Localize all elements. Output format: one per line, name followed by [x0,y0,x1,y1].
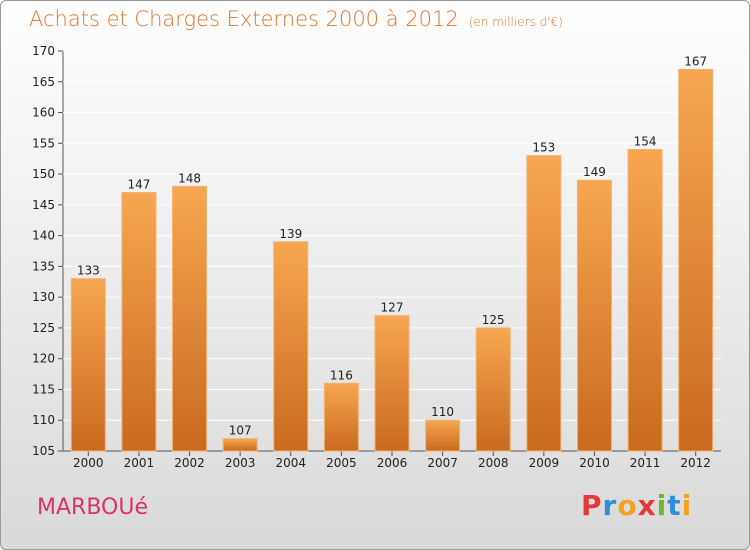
value-label-2011: 154 [634,134,657,148]
y-tick-label: 145 [32,198,55,212]
y-tick-label: 115 [32,382,55,396]
y-tick-label: 120 [32,352,55,366]
value-label-2006: 127 [381,301,404,315]
bar-2001 [121,192,157,452]
y-tick-label: 125 [32,321,55,335]
y-tick-label: 130 [32,290,55,304]
chart-title: Achats et Charges Externes 2000 à 2012 (e… [29,7,563,31]
x-tick-label-2006: 2006 [377,456,408,470]
bar-2006 [374,315,410,452]
bar-2005 [323,382,359,452]
value-label-2003: 107 [229,424,252,438]
value-label-2009: 153 [532,141,555,155]
x-tick-label-2004: 2004 [275,456,306,470]
bar-2012 [678,68,714,452]
bar-2004 [273,241,309,452]
chart-subtitle: (en milliers d'€) [468,15,563,29]
x-tick-label-2010: 2010 [579,456,610,470]
bar-2000 [70,278,106,452]
x-tick-label-2011: 2011 [630,456,661,470]
x-tick-label-2009: 2009 [529,456,560,470]
y-tick-label: 155 [32,136,55,150]
proxiti-logo[interactable]: Proxiti [581,489,693,522]
y-tick-label: 105 [32,444,55,458]
chart-title-text: Achats et Charges Externes 2000 à 2012 [29,7,459,31]
value-label-2001: 147 [127,178,150,192]
value-label-2002: 148 [178,171,201,185]
y-tick-label: 135 [32,259,55,273]
x-tick-label-2008: 2008 [478,456,509,470]
bar-2011 [627,148,663,452]
y-tick-label: 160 [32,106,55,120]
bar-2008 [475,327,511,452]
y-tick-label: 110 [32,413,55,427]
bar-2003 [222,438,258,452]
x-tick-label-2001: 2001 [124,456,155,470]
bar-2007 [425,419,461,452]
value-label-2004: 139 [279,227,302,241]
bar-2009 [526,155,562,452]
y-tick-label: 150 [32,167,55,181]
value-label-2005: 116 [330,368,353,382]
y-tick-label: 165 [32,75,55,89]
bar-2002 [172,185,208,452]
y-tick-label: 170 [32,44,55,58]
x-tick-label-2000: 2000 [73,456,104,470]
x-tick-label-2003: 2003 [225,456,256,470]
x-tick-label-2002: 2002 [174,456,205,470]
x-tick-label-2005: 2005 [326,456,357,470]
bar-2010 [576,179,612,452]
value-label-2007: 110 [431,405,454,419]
value-label-2000: 133 [77,264,100,278]
value-label-2012: 167 [684,54,707,68]
x-tick-label-2012: 2012 [680,456,711,470]
value-label-2008: 125 [482,313,505,327]
place-name: MARBOUé [37,495,148,520]
value-label-2010: 149 [583,165,606,179]
x-tick-label-2007: 2007 [427,456,458,470]
y-tick-label: 140 [32,229,55,243]
